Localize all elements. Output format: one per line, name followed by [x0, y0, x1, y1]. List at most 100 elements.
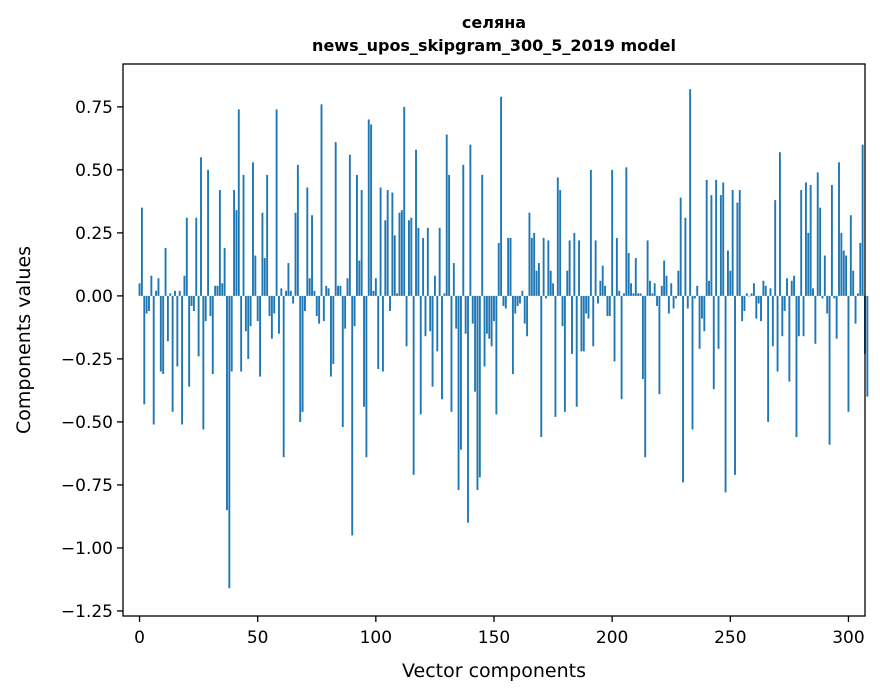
bar-component-237	[698, 295, 701, 349]
bar-component-128	[441, 295, 443, 400]
bar-component-232	[686, 295, 689, 309]
bar-component-202	[615, 237, 618, 296]
bar-component-123	[429, 295, 432, 332]
bar-component-20	[185, 217, 188, 296]
bar-component-295	[835, 295, 838, 339]
x-tick-label: 150	[478, 628, 510, 648]
bar-component-225	[670, 283, 673, 296]
bar-component-157	[509, 237, 512, 296]
bar-component-250	[729, 270, 732, 296]
bar-component-238	[701, 295, 703, 319]
bar-component-51	[259, 295, 261, 377]
bar-component-173	[547, 240, 550, 296]
bar-component-144	[478, 295, 481, 478]
bar-component-48	[252, 162, 254, 296]
bar-component-169	[537, 263, 540, 296]
bar-component-126	[436, 295, 439, 352]
bar-component-240	[705, 179, 708, 296]
bar-component-275	[788, 295, 791, 382]
bar-component-85	[339, 285, 342, 296]
bar-component-161	[519, 295, 521, 304]
bar-component-264	[762, 280, 765, 296]
bar-component-0	[138, 283, 141, 296]
bar-component-152	[497, 242, 500, 296]
bar-component-49	[254, 255, 257, 296]
bar-component-160	[516, 295, 519, 306]
bar-component-280	[800, 190, 803, 296]
x-tick-label: 50	[247, 628, 269, 648]
bar-component-68	[299, 295, 302, 422]
bar-component-29	[207, 169, 210, 296]
x-tick-label: 250	[714, 628, 746, 648]
bar-component-190	[587, 295, 590, 319]
y-tick-label: −0.50	[61, 413, 113, 433]
bar-component-96	[365, 295, 368, 458]
bar-component-254	[738, 190, 741, 296]
bar-component-64	[289, 290, 292, 296]
bar-component-107	[391, 192, 394, 296]
bar-component-163	[523, 295, 526, 324]
bar-component-41	[235, 210, 238, 296]
bar-component-263	[760, 295, 762, 322]
bar-component-6	[152, 295, 155, 425]
bar-component-256	[743, 295, 746, 312]
x-tick-label: 200	[596, 628, 628, 648]
bar-component-168	[535, 270, 538, 296]
bar-component-194	[597, 295, 599, 304]
bar-component-205	[623, 293, 625, 296]
bar-component-82	[332, 295, 335, 364]
bar-component-284	[809, 184, 812, 296]
bar-component-45	[244, 295, 247, 332]
bar-component-65	[292, 295, 295, 304]
bar-component-120	[422, 237, 425, 296]
bar-component-260	[752, 283, 755, 296]
bar-component-122	[426, 227, 429, 296]
bar-component-125	[433, 275, 436, 296]
bar-component-76	[318, 295, 321, 324]
bar-component-71	[306, 187, 309, 296]
bar-component-111	[400, 210, 403, 296]
bar-component-114	[407, 220, 410, 296]
bar-component-106	[389, 295, 391, 312]
bar-component-63	[287, 263, 290, 296]
bar-component-172	[545, 295, 547, 299]
bar-component-78	[322, 295, 325, 322]
bar-component-233	[689, 89, 692, 296]
bar-component-2	[143, 295, 146, 405]
bar-component-140	[469, 144, 472, 296]
bar-component-180	[563, 295, 566, 412]
bar-component-306	[861, 144, 864, 296]
bar-component-248	[724, 295, 727, 493]
bar-component-208	[630, 283, 632, 296]
bar-component-103	[381, 295, 384, 372]
chart-subtitle: news_upos_skipgram_300_5_2019 model	[312, 36, 676, 55]
bar-component-56	[270, 295, 273, 339]
bar-component-22	[190, 295, 193, 306]
bar-component-15	[174, 290, 176, 296]
bar-component-99	[372, 290, 375, 296]
bar-component-244	[715, 179, 718, 296]
bar-component-166	[530, 237, 533, 296]
bar-component-200	[611, 169, 614, 296]
bar-component-70	[304, 295, 306, 312]
bar-component-16	[176, 295, 179, 367]
bar-component-53	[263, 258, 266, 296]
bar-component-100	[374, 278, 377, 296]
bar-component-104	[384, 220, 387, 296]
bar-component-11	[164, 248, 167, 296]
bar-component-127	[438, 227, 441, 296]
bar-component-220	[658, 295, 661, 395]
bar-component-98	[370, 124, 373, 296]
bar-component-243	[712, 295, 715, 390]
bar-component-89	[348, 154, 351, 296]
y-tick-label: 0.00	[75, 287, 113, 307]
bar-component-283	[807, 232, 810, 296]
chart-title: селяна	[462, 13, 526, 32]
bar-component-288	[819, 207, 822, 296]
plot-frame	[122, 63, 866, 617]
bar-component-28	[204, 295, 207, 322]
bar-component-37	[226, 295, 228, 511]
x-tick-label: 0	[134, 628, 145, 648]
bar-component-27	[202, 295, 205, 430]
bar-component-164	[526, 295, 529, 337]
